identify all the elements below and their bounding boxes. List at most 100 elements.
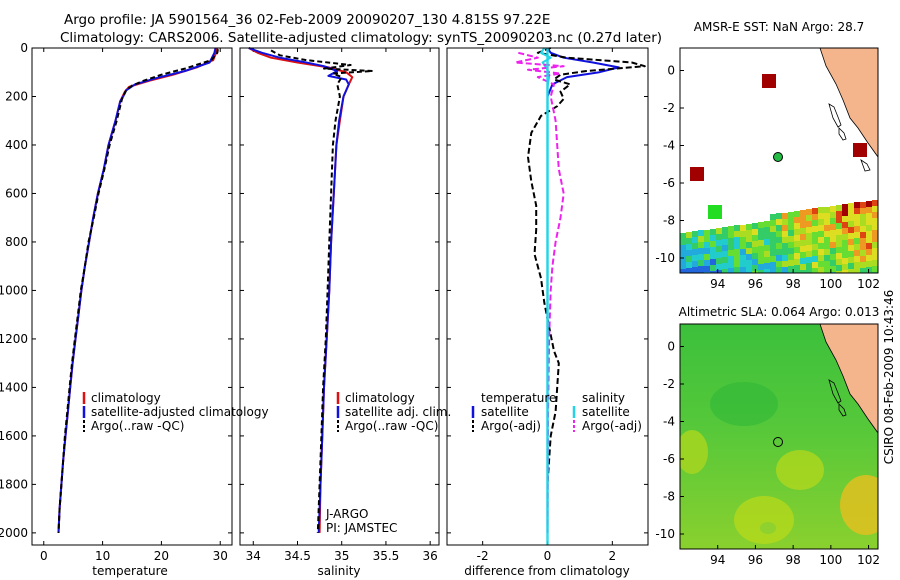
sst-pixel xyxy=(824,267,830,273)
temperature-ytick-label: 1000 xyxy=(0,283,28,297)
sst-pixel xyxy=(830,260,836,266)
sst-pixel xyxy=(734,231,740,237)
sst-pixel xyxy=(758,252,764,258)
sst-pixel xyxy=(806,257,812,263)
sst-pixel xyxy=(872,254,878,260)
island xyxy=(828,379,842,404)
sst-pixel xyxy=(848,239,854,245)
sst-pixel xyxy=(770,244,776,250)
sst-pixel xyxy=(728,268,734,273)
sst-pixel xyxy=(800,252,806,258)
temperature-legend: climatology satellite-adjusted climatolo… xyxy=(82,391,269,433)
sla_map-xtick-label: 96 xyxy=(748,553,763,567)
legend-label-climatology: climatology xyxy=(91,391,161,405)
sst-pixel xyxy=(746,248,752,254)
sst-pixel xyxy=(800,240,806,246)
sst-pixel xyxy=(686,232,692,238)
sst-pixel xyxy=(710,235,716,241)
sst-pixel xyxy=(842,204,848,210)
sst-pixel xyxy=(794,253,800,259)
series-line-temperature-argo-adj- xyxy=(527,47,646,533)
difference-legend: temperature satellite Argo(-adj) salinit… xyxy=(471,391,642,433)
sst-pixel xyxy=(824,249,830,255)
sst-pixel xyxy=(680,239,686,245)
island xyxy=(838,403,847,417)
temperature-ytick-label: 800 xyxy=(5,235,28,249)
sst-pixel xyxy=(704,230,710,236)
salinity-xtick-label: 34.5 xyxy=(284,549,311,563)
sla_map-ytick-label: 0 xyxy=(667,340,675,354)
sst-pixel xyxy=(758,246,764,252)
sla-anomaly xyxy=(760,522,776,534)
sla-anomaly xyxy=(776,450,824,490)
sst-pixel xyxy=(830,206,836,212)
sst-pixel xyxy=(812,238,818,244)
sst-pixel xyxy=(710,271,716,273)
salinity-plot-area: 34 34.5 35 35.5 36 xyxy=(240,47,439,563)
figure-title-line1: Argo profile: JA 5901564_36 02-Feb-2009 … xyxy=(64,12,550,28)
sst-pixel xyxy=(752,259,758,265)
temperature-plot-area: 0 10 20 30 0 200 400 600 800 1000 1200 1400 1600 1800… xyxy=(0,41,232,563)
sst-pixel xyxy=(752,223,758,229)
legend-label-argo: Argo(..raw -QC) xyxy=(91,419,184,433)
sst-pixel xyxy=(818,267,824,273)
legend-label-temp-satellite: satellite xyxy=(481,405,529,419)
sst-pixel xyxy=(806,209,812,215)
sst-pixel xyxy=(776,237,782,243)
sst-pixel xyxy=(806,227,812,233)
sst-pixel xyxy=(830,248,836,254)
legend-label-satellite: satellite adj. clim. xyxy=(345,405,451,419)
legend-title-temperature: temperature xyxy=(481,391,556,405)
sst-pixel xyxy=(848,251,854,257)
sst-pixel xyxy=(788,266,794,272)
sst-pixel xyxy=(734,237,740,243)
sla-map: Altimetric SLA: 0.064 Argo: 0.013 94 96 98… xyxy=(655,305,880,567)
sst-pixel xyxy=(776,225,782,231)
sla-map-frame xyxy=(679,323,879,550)
sst-pixel-band xyxy=(680,200,878,273)
sst-pixel xyxy=(740,255,746,261)
sst-pixel xyxy=(854,220,860,226)
sst-pixel xyxy=(746,236,752,242)
sst-pixel xyxy=(794,271,800,273)
sst-pixel xyxy=(860,232,866,238)
sst-pixel xyxy=(860,226,866,232)
sst-pixel xyxy=(794,229,800,235)
sst-pixel xyxy=(782,255,788,261)
sst-pixel xyxy=(854,208,860,214)
sst-pixel xyxy=(824,231,830,237)
sst-pixel xyxy=(812,256,818,262)
sst-pixel xyxy=(776,213,782,219)
sst-pixel xyxy=(722,227,728,233)
sst-pixel xyxy=(812,262,818,268)
sst-pixel xyxy=(812,244,818,250)
sst-pixel xyxy=(704,236,710,242)
sst-pixel xyxy=(722,269,728,273)
sst_map-ytick-label: 0 xyxy=(667,64,675,78)
sst-pixel xyxy=(848,233,854,239)
sst-pixel xyxy=(806,251,812,257)
temperature-xlabel: temperature xyxy=(92,564,167,578)
sst-pixel xyxy=(770,238,776,244)
sst-pixel xyxy=(830,236,836,242)
sst-pixel xyxy=(830,266,836,272)
sst-pixel xyxy=(716,246,722,252)
sst-pixel xyxy=(764,245,770,251)
sst-pixel xyxy=(752,265,758,271)
sst-pixel xyxy=(776,231,782,237)
sla_map-ytick-label: -2 xyxy=(663,377,675,391)
sst-pixel xyxy=(836,211,842,217)
temperature-ytick-label: 1800 xyxy=(0,477,28,491)
legend-label-temp-argo: Argo(-adj) xyxy=(481,419,541,433)
sst-pixel xyxy=(812,232,818,238)
sst-pixel xyxy=(776,219,782,225)
sst-pixel xyxy=(842,228,848,234)
sst-pixel xyxy=(680,245,686,251)
sst-pixel xyxy=(842,270,848,273)
sst-pixel xyxy=(746,266,752,272)
sst-pixel xyxy=(740,237,746,243)
sst-pixel xyxy=(776,267,782,273)
sla_map-xtick-label: 98 xyxy=(786,553,801,567)
sst-pixel xyxy=(704,260,710,266)
sst-pixel xyxy=(782,213,788,219)
